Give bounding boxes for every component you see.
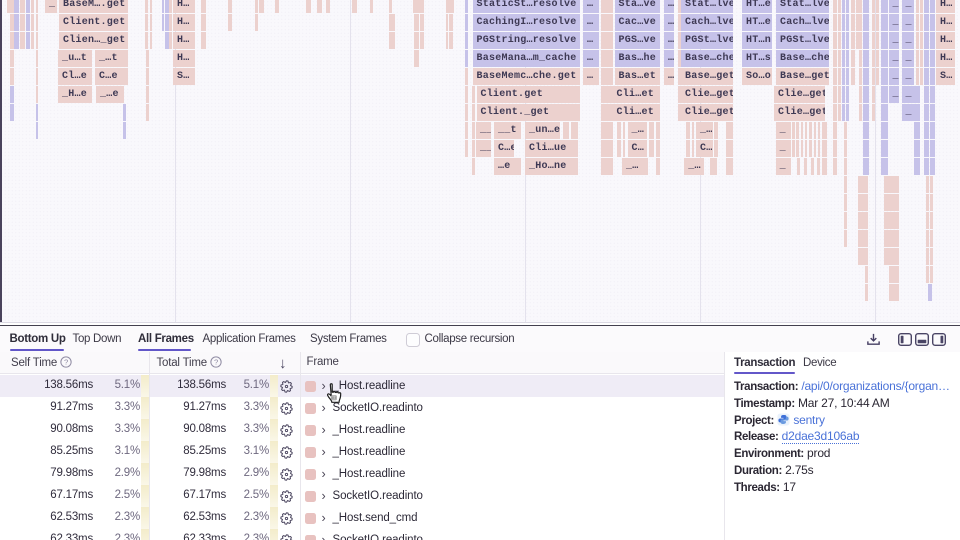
svg-text:?: ? xyxy=(64,358,68,367)
svg-text:?: ? xyxy=(214,358,218,367)
